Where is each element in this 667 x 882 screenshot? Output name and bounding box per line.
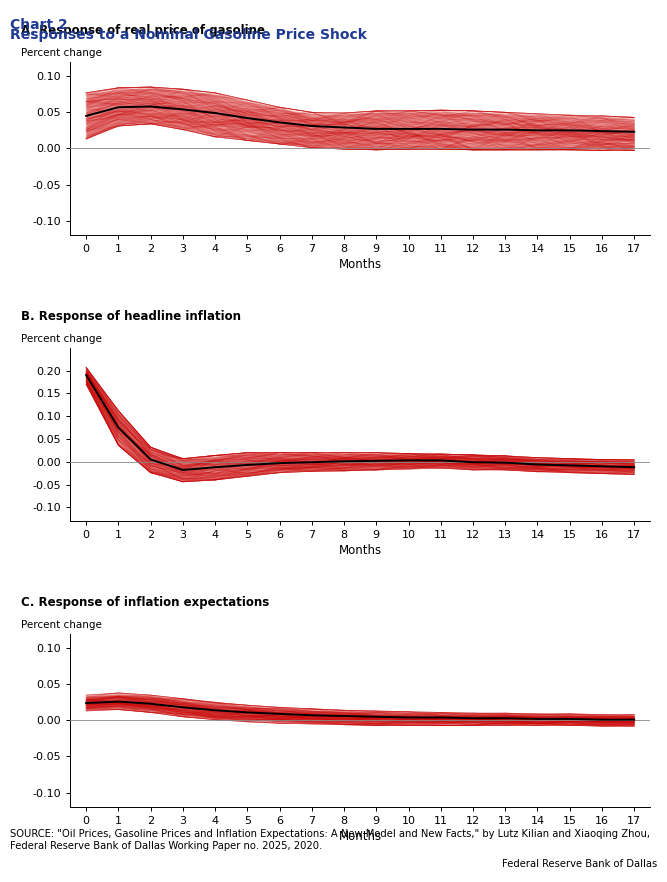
Text: Federal Reserve Bank of Dallas: Federal Reserve Bank of Dallas: [502, 859, 657, 869]
X-axis label: Months: Months: [339, 544, 382, 557]
X-axis label: Months: Months: [339, 830, 382, 843]
Text: Chart 2: Chart 2: [10, 18, 68, 32]
Text: Responses to a Nominal Gasoline Price Shock: Responses to a Nominal Gasoline Price Sh…: [10, 28, 367, 42]
Text: Percent change: Percent change: [21, 48, 101, 58]
X-axis label: Months: Months: [339, 258, 382, 272]
Text: Percent change: Percent change: [21, 620, 101, 630]
Text: A. Response of real price of gasoline: A. Response of real price of gasoline: [21, 24, 265, 37]
Text: Percent change: Percent change: [21, 334, 101, 344]
Text: C. Response of inflation expectations: C. Response of inflation expectations: [21, 595, 269, 609]
Text: SOURCE: "Oil Prices, Gasoline Prices and Inflation Expectations: A New Model and: SOURCE: "Oil Prices, Gasoline Prices and…: [10, 829, 650, 850]
Text: B. Response of headline inflation: B. Response of headline inflation: [21, 310, 241, 323]
